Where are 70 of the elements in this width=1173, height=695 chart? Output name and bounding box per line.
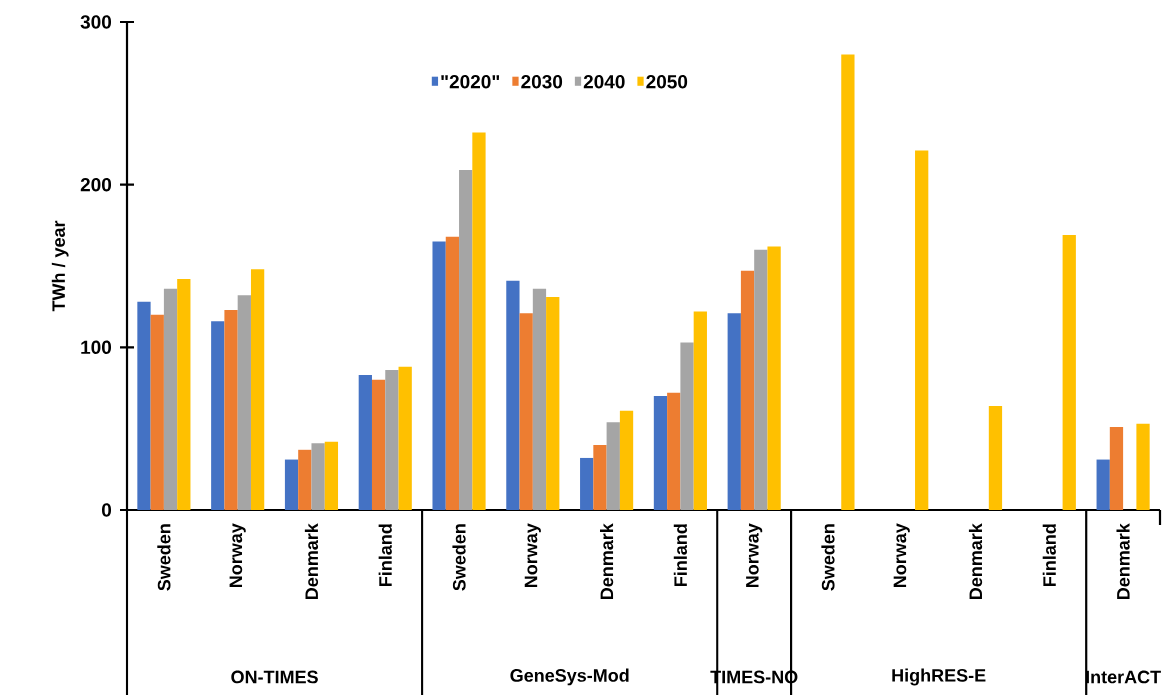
y-tick-label: 200 xyxy=(80,177,112,192)
bar xyxy=(298,449,312,510)
x-tick-label: Sweden xyxy=(452,524,466,591)
x-tick-label: Sweden xyxy=(157,524,171,591)
bar xyxy=(137,301,151,510)
bar xyxy=(767,246,781,510)
x-tick-label: Norway xyxy=(893,523,910,587)
x-tick-label: Denmark xyxy=(968,523,983,600)
bar xyxy=(1096,459,1110,510)
text: GeneSys-Mod xyxy=(510,668,629,686)
bar xyxy=(224,309,238,510)
x-tick-label: Norway xyxy=(229,523,246,587)
bar xyxy=(163,288,178,510)
x-tick-label: Denmark xyxy=(600,523,614,600)
y-tick-label: 300 xyxy=(80,15,112,29)
bar xyxy=(324,441,339,510)
bar xyxy=(727,313,741,510)
bar xyxy=(506,280,520,510)
text: InterACT xyxy=(1086,670,1161,684)
bar xyxy=(593,444,607,510)
y-axis-title: TWh / year xyxy=(51,220,69,312)
bar xyxy=(532,288,547,510)
bar xyxy=(398,366,412,510)
legend-label: 2040 xyxy=(583,74,625,89)
bar xyxy=(358,374,372,510)
bar xyxy=(740,270,755,510)
y-tick-label: 0 xyxy=(101,503,112,517)
bar xyxy=(371,379,386,510)
bar xyxy=(432,241,446,510)
legend-label: 2030 xyxy=(521,74,563,89)
x-tick-label: Sweden xyxy=(821,524,835,591)
x-tick-label: Norway xyxy=(524,523,541,587)
bar xyxy=(250,269,265,510)
bar xyxy=(1109,427,1124,510)
bar xyxy=(754,249,768,510)
bar xyxy=(459,170,473,510)
bar xyxy=(211,321,225,510)
bar xyxy=(915,150,929,510)
bar xyxy=(311,443,325,510)
bar xyxy=(284,459,299,510)
text: HighRES-E xyxy=(892,668,986,686)
bar xyxy=(580,457,594,510)
text: ON-TIMES xyxy=(231,670,318,684)
x-tick-label: Denmark xyxy=(304,523,319,600)
bar xyxy=(653,396,668,510)
bar xyxy=(445,236,460,510)
bar xyxy=(237,295,251,510)
bar xyxy=(606,422,620,510)
y-tick-label: 100 xyxy=(81,340,112,355)
bar xyxy=(667,392,681,510)
bar xyxy=(693,311,707,510)
legend-label: 2050 xyxy=(646,74,688,89)
bar xyxy=(546,296,560,510)
bar xyxy=(385,370,399,510)
bar xyxy=(150,314,164,510)
bar xyxy=(472,132,486,510)
bar xyxy=(619,410,634,510)
x-tick-label: Norway xyxy=(746,523,763,587)
bar xyxy=(1136,423,1150,510)
legend-label: "2020" xyxy=(441,74,500,89)
x-tick-label: Finland xyxy=(1042,524,1056,586)
bar xyxy=(1062,235,1076,510)
x-tick-label: Finland xyxy=(673,524,687,586)
x-tick-label: Denmark xyxy=(1116,523,1130,600)
x-tick-label: Finland xyxy=(378,524,392,586)
bar xyxy=(519,313,533,510)
bar xyxy=(988,405,1003,510)
bar xyxy=(680,342,694,510)
bar xyxy=(177,279,191,510)
bar xyxy=(841,54,855,510)
